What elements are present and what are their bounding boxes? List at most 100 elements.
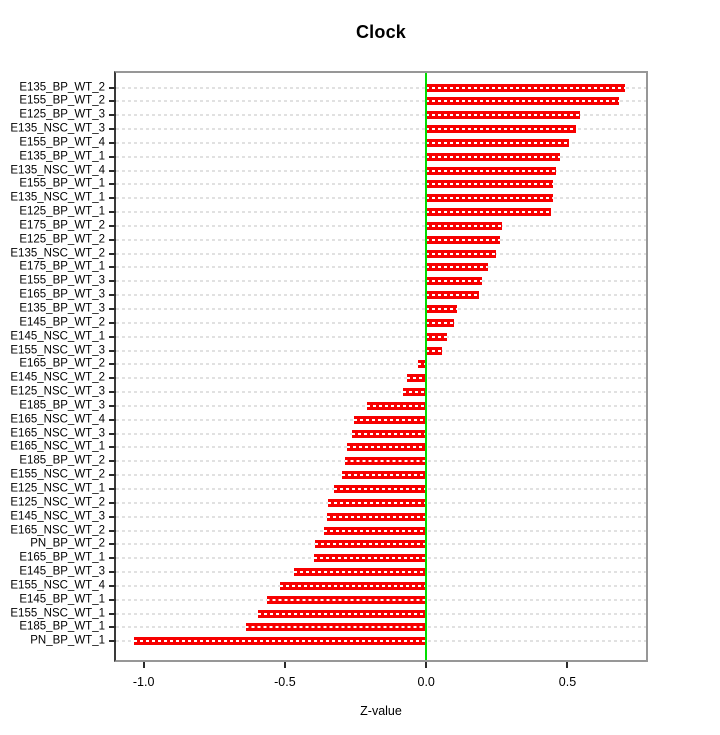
y-tick-mark: [109, 557, 116, 560]
x-tick-label: 0.0: [417, 675, 435, 689]
bar: [425, 180, 554, 189]
y-tick-mark: [109, 141, 116, 144]
y-tick-mark: [109, 294, 116, 297]
bar: [425, 249, 496, 258]
bar: [345, 457, 426, 466]
gridline: [116, 183, 646, 186]
y-axis-label: E185_BP_WT_2: [19, 454, 105, 467]
bar: [323, 526, 426, 535]
gridline: [116, 169, 646, 172]
gridline: [116, 86, 646, 89]
y-tick-mark: [109, 224, 116, 227]
bar: [246, 623, 426, 632]
bar: [425, 332, 447, 341]
bar: [425, 318, 454, 327]
y-axis-label: E155_BP_WT_3: [19, 274, 105, 287]
bar: [425, 235, 501, 244]
gridline: [116, 211, 646, 214]
gridline: [116, 141, 646, 144]
bar: [425, 111, 581, 120]
gridline: [116, 335, 646, 338]
bar-row: PN_BP_WT_1: [30, 635, 646, 646]
y-tick-mark: [109, 626, 116, 629]
bar-row: E135_BP_WT_3: [19, 303, 646, 314]
chart-title: Clock: [355, 22, 407, 42]
bar: [425, 125, 576, 134]
y-tick-mark: [109, 598, 116, 601]
y-tick-mark: [109, 446, 116, 449]
gridline: [116, 391, 646, 394]
bar: [425, 346, 443, 355]
y-axis-label: E185_BP_WT_1: [19, 620, 105, 633]
x-tick-label: -1.0: [132, 675, 155, 689]
x-tick-mark: [142, 662, 145, 668]
y-tick-mark: [109, 487, 116, 490]
bar-row: E155_BP_WT_2: [19, 95, 646, 106]
bar: [425, 194, 553, 203]
bar-row: PN_BP_WT_2: [30, 538, 646, 549]
bar: [280, 581, 426, 590]
y-tick-mark: [109, 308, 116, 310]
bar-row: E165_NSC_WT_2: [10, 524, 646, 535]
y-axis-label: E155_NSC_WT_4: [10, 579, 105, 592]
bar-row: E125_BP_WT_1: [19, 206, 646, 217]
bar-row: E185_BP_WT_1: [19, 621, 646, 632]
y-tick-mark: [109, 349, 116, 352]
bar-row: E155_BP_WT_3: [19, 275, 646, 286]
bar: [425, 152, 561, 161]
gridline: [116, 377, 646, 380]
bar-row: E145_BP_WT_2: [19, 317, 646, 328]
gridline: [116, 280, 646, 283]
bar-row: E175_BP_WT_1: [19, 261, 646, 272]
y-axis-label: E155_NSC_WT_2: [10, 468, 105, 481]
y-axis-label: E145_BP_WT_2: [19, 316, 105, 329]
y-axis-label: E185_BP_WT_3: [19, 399, 105, 412]
plot-area: E135_BP_WT_2 E155_BP_WT_2 E125_BP_WT_3 E135…: [10, 71, 648, 662]
y-tick-mark: [109, 460, 116, 463]
y-axis-label: E135_NSC_WT_4: [10, 163, 105, 176]
bar-row: E135_BP_WT_1: [19, 150, 646, 161]
y-axis-label: PN_BP_WT_1: [30, 634, 105, 647]
y-tick-mark: [109, 363, 116, 366]
y-axis-label: E145_BP_WT_1: [19, 592, 105, 605]
x-tick-mark: [283, 662, 286, 668]
bar: [341, 471, 426, 480]
bar: [425, 83, 625, 92]
bar-row: E155_NSC_WT_3: [10, 344, 646, 355]
gridline: [116, 238, 646, 241]
y-tick-mark: [109, 418, 116, 421]
bar: [425, 166, 557, 175]
bar-row: E125_NSC_WT_1: [10, 483, 646, 494]
bar-row: E145_NSC_WT_2: [10, 372, 646, 383]
gridline: [116, 294, 646, 297]
x-tick-label: -0.5: [274, 675, 296, 689]
x-tick-mark: [425, 662, 428, 668]
y-axis-label: E155_BP_WT_4: [19, 136, 105, 149]
y-axis-label: E165_NSC_WT_2: [10, 523, 105, 536]
y-axis-label: E155_BP_WT_2: [19, 94, 105, 107]
y-axis-label: E125_BP_WT_2: [19, 233, 105, 246]
x-tick-mark: [566, 662, 569, 668]
gridline: [116, 349, 646, 352]
bar-row: E135_NSC_WT_1: [10, 192, 646, 203]
bar-row: E145_NSC_WT_1: [10, 330, 646, 341]
gridline: [116, 321, 646, 324]
bar-row: E165_BP_WT_2: [19, 358, 646, 369]
y-axis-label: E175_BP_WT_1: [19, 260, 105, 273]
y-axis-label: E145_NSC_WT_3: [10, 509, 105, 522]
gridline: [116, 114, 646, 117]
bar-row: E155_BP_WT_4: [19, 137, 646, 148]
bar: [418, 360, 426, 369]
y-axis-label: E165_NSC_WT_1: [10, 440, 105, 453]
bar-row: E145_BP_WT_1: [19, 593, 646, 604]
y-tick-mark: [109, 211, 116, 214]
y-tick-mark: [109, 474, 116, 477]
y-tick-mark: [109, 612, 116, 615]
bar: [315, 540, 426, 549]
bar-row: E125_NSC_WT_3: [10, 386, 646, 397]
y-axis-label: E135_NSC_WT_3: [10, 122, 105, 135]
bar: [134, 637, 426, 646]
gridline: [116, 224, 646, 227]
y-tick-mark: [109, 335, 116, 338]
